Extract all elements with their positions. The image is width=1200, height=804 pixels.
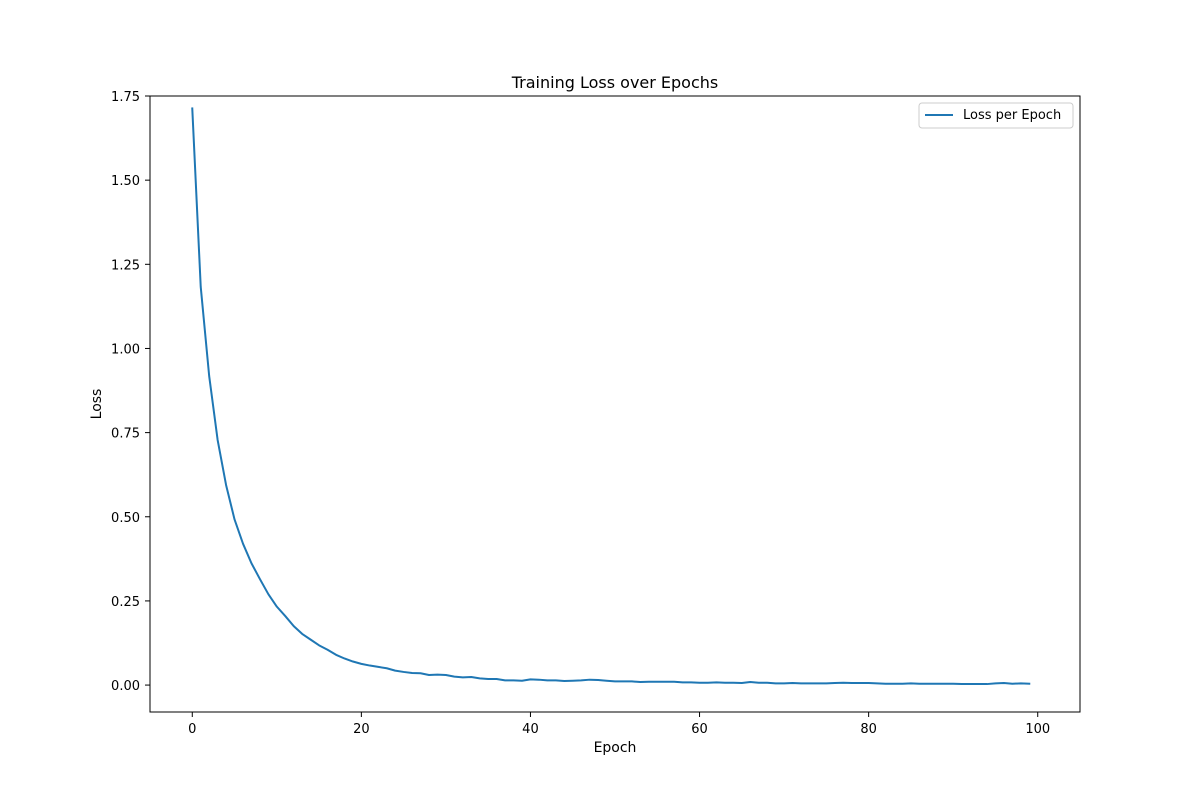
y-tick-label: 0.50	[111, 511, 140, 526]
y-tick-label: 0.75	[111, 427, 140, 442]
plot-area	[149, 95, 1081, 713]
chart-title: Training Loss over Epochs	[511, 73, 719, 92]
y-tick-label: 1.50	[111, 174, 140, 189]
axes-frame	[149, 95, 1081, 713]
legend: Loss per Epoch	[918, 102, 1074, 129]
y-tick-label: 1.75	[111, 90, 140, 105]
x-tick-label: 100	[1025, 722, 1050, 737]
legend-box	[918, 102, 1074, 129]
y-axis-ticks: 0.00 0.25 0.50 0.75 1.00 1.25 1.50 1.75	[111, 90, 150, 694]
x-axis-label: Epoch	[594, 740, 637, 756]
y-axis-label: Loss	[89, 389, 105, 420]
x-tick-label: 80	[860, 722, 877, 737]
x-tick-label: 0	[188, 722, 196, 737]
x-tick-label: 20	[353, 722, 370, 737]
series-line-loss-per-epoch	[191, 107, 1031, 686]
legend-label: Loss per Epoch	[963, 108, 1061, 123]
y-tick-label: 1.00	[111, 342, 140, 357]
x-tick-label: 60	[691, 722, 708, 737]
x-axis-ticks: 0 20 40 60 80 100	[188, 712, 1050, 737]
y-tick-label: 0.00	[111, 679, 140, 694]
y-tick-label: 1.25	[111, 258, 140, 273]
y-tick-label: 0.25	[111, 595, 140, 610]
x-tick-label: 40	[522, 722, 539, 737]
series-layer	[191, 107, 1031, 686]
